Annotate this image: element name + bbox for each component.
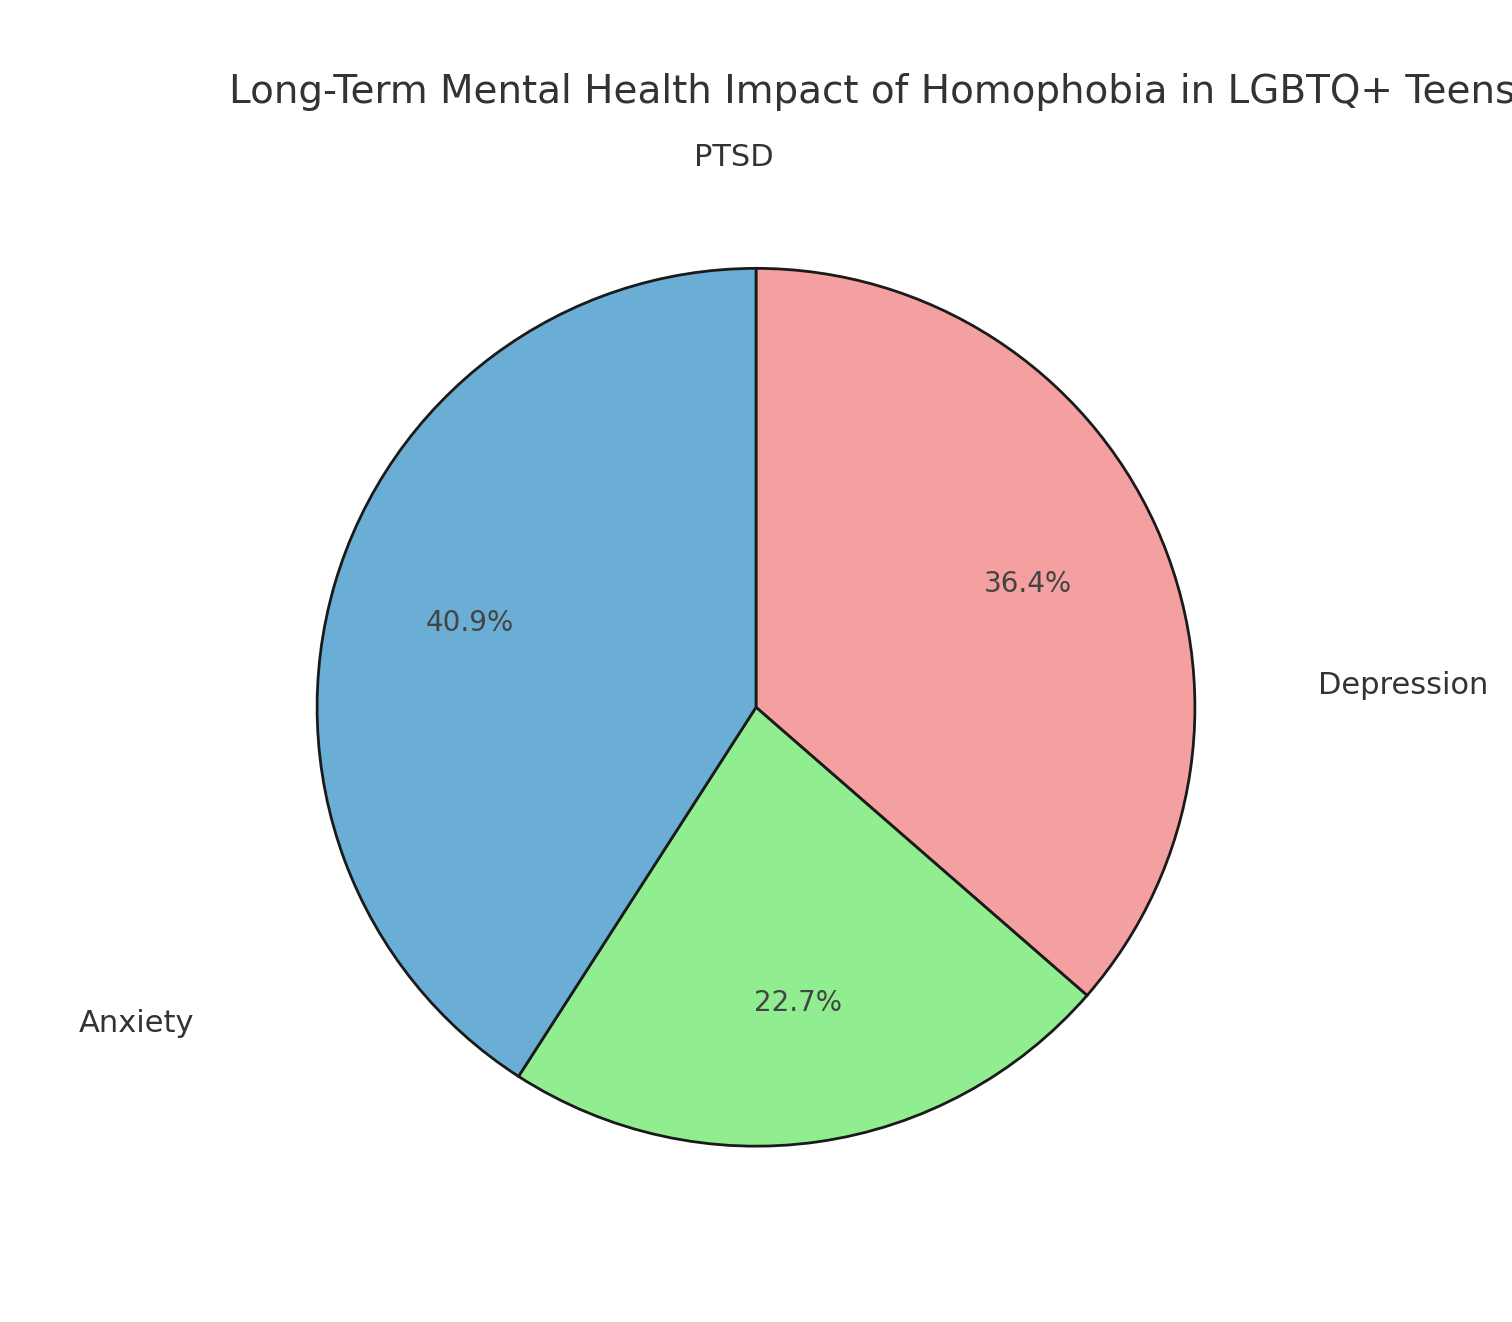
Text: 40.9%: 40.9% (425, 609, 514, 637)
Wedge shape (756, 268, 1194, 995)
Text: PTSD: PTSD (694, 143, 774, 172)
Text: Anxiety: Anxiety (79, 1009, 194, 1038)
Text: 22.7%: 22.7% (754, 989, 842, 1017)
Wedge shape (519, 707, 1087, 1146)
Text: 36.4%: 36.4% (984, 570, 1072, 598)
Wedge shape (318, 268, 756, 1076)
Text: Depression: Depression (1318, 670, 1488, 699)
Text: Long-Term Mental Health Impact of Homophobia in LGBTQ+ Teens: Long-Term Mental Health Impact of Homoph… (230, 73, 1512, 111)
